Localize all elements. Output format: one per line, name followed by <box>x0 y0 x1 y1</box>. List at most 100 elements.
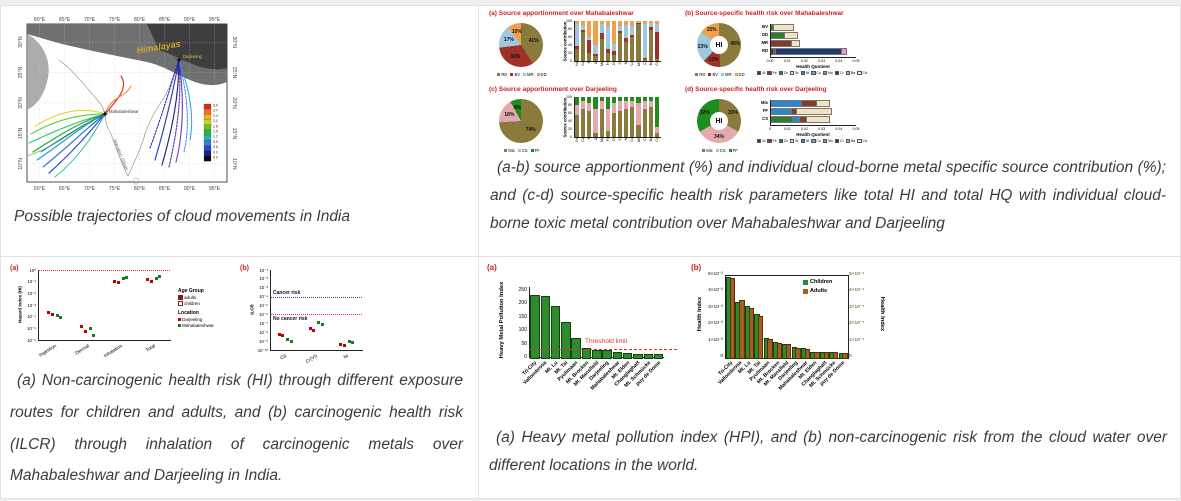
bar-segment <box>587 21 592 37</box>
legend-swatch <box>178 318 181 321</box>
panel-pie-source-mahabaleshwar: (a) Source apportionment over Mahabalesh… <box>489 10 671 82</box>
y-tick: 80 <box>568 27 572 31</box>
legend-item: Sr <box>789 139 799 144</box>
y-axis <box>770 100 771 125</box>
bar-segment <box>587 97 592 103</box>
y-tick: 10⁻⁵ <box>259 303 268 309</box>
bar-segment <box>611 51 616 55</box>
legend-item: Fe <box>767 139 777 144</box>
legend-swatch <box>778 71 784 76</box>
svg-text:0.6: 0.6 <box>213 145 218 149</box>
bar-segment <box>636 24 641 61</box>
x-tick: 0.05 <box>852 127 860 131</box>
cell-world-comparison: (a) Heavy Metal Pollution Index 0 50 100 150 2… <box>479 257 1180 498</box>
y-tick: 10⁻³ <box>259 285 268 291</box>
bar-segment <box>630 101 635 107</box>
bar-segment <box>593 133 598 137</box>
data-point <box>83 330 87 334</box>
data-point <box>312 328 315 332</box>
bar-segment <box>575 49 580 61</box>
legend-item: Cr <box>834 139 844 144</box>
cell-source-apportionment: (a) Source apportionment over Mahabalesh… <box>479 6 1180 256</box>
legend-item: Zn <box>778 71 788 76</box>
pie-slice-label: 49% <box>730 41 741 48</box>
bar-adults <box>786 343 792 359</box>
x-tick: Sr <box>618 61 623 65</box>
y-tick: 10⁻⁷ <box>259 320 268 326</box>
bar-adults <box>795 347 801 359</box>
y-tick: 10⁻³ <box>27 302 36 308</box>
svg-text:2.1: 2.1 <box>213 119 218 123</box>
pie-slice-label: 10% <box>511 29 522 36</box>
bar-segment <box>605 109 610 131</box>
legend-swatch <box>803 279 808 285</box>
legend-swatch <box>715 149 719 152</box>
legend-item: Zn <box>778 139 788 144</box>
y-tick: 10⁻² <box>27 290 36 296</box>
y-tick: 40 <box>568 43 572 47</box>
svg-text:30°N: 30°N <box>231 36 237 48</box>
data-point <box>289 339 293 343</box>
legend-swatch <box>778 139 784 144</box>
y-tick: 10⁻⁶ <box>259 311 268 317</box>
data-point <box>146 278 149 282</box>
bar-segment <box>783 32 798 39</box>
svg-text:80°E: 80°E <box>134 17 146 23</box>
y-tick: 10⁰ <box>29 267 36 273</box>
source-apportionment-figure: (a) Source apportionment over Mahabalesh… <box>489 10 871 158</box>
reference-line-label: Cancer risk <box>273 289 301 296</box>
data-point <box>320 322 324 326</box>
legend-item: CS <box>517 148 528 153</box>
legend-item: Fe <box>767 71 777 76</box>
bar-segment <box>648 97 653 101</box>
y-tick: 0 <box>524 354 527 360</box>
x-tick: Total <box>144 344 157 354</box>
y-tick: 100 <box>566 95 572 99</box>
legend-swatch <box>789 71 795 76</box>
data-point <box>47 310 50 314</box>
bar-segment <box>599 97 604 101</box>
y-tick: 40 <box>568 119 572 123</box>
svg-text:85°E: 85°E <box>159 186 171 192</box>
bar-segment <box>624 97 629 101</box>
svg-text:95°E: 95°E <box>209 186 221 192</box>
row-label: MR <box>761 40 768 45</box>
hq-bars-mahabaleshwar: BV DD MR RD 0.00 0.01 0.02 0.03 0.04 0.05 Health Q… <box>757 20 867 82</box>
svg-text:95°E: 95°E <box>209 17 221 23</box>
svg-text:1.8: 1.8 <box>213 124 218 128</box>
legend-item: Mn <box>822 71 833 76</box>
legend-swatch <box>834 139 840 144</box>
pie-slice-label: 15% <box>706 27 717 34</box>
pie-slice-label: 8% <box>514 105 522 112</box>
threshold-label: Threshold limit <box>585 337 628 345</box>
metal-legend: Al Fe Zn Sr Ni Cu Mn Cr Ba Cd <box>757 139 867 144</box>
row-label: RD <box>761 48 768 53</box>
data-point <box>50 312 54 316</box>
y-tick: 10⁻¹ <box>259 267 268 273</box>
data-point <box>339 343 343 347</box>
plot-frame <box>38 270 171 341</box>
svg-text:2.4: 2.4 <box>213 114 218 118</box>
bar-segment <box>618 21 623 26</box>
bar-segment <box>593 45 598 54</box>
bar-segment <box>618 33 623 61</box>
legend-swatch <box>497 73 501 76</box>
bar-adults <box>739 299 745 359</box>
y-tick: 10⁻¹ <box>27 279 36 285</box>
svg-text:1.5: 1.5 <box>213 130 218 134</box>
bar-segment <box>770 100 803 107</box>
x-tick: Mn <box>636 137 641 142</box>
x-tick: Na <box>575 61 580 66</box>
x-axis-label: Health Quotient <box>796 132 830 137</box>
bar-segment <box>599 39 604 61</box>
x-tick: K <box>587 137 592 140</box>
legend-item: adults <box>178 295 196 300</box>
panel-label: (a) <box>487 263 497 272</box>
y-tick-right: 2×10⁻⁴ <box>849 321 865 327</box>
x-tick: Cu <box>630 137 635 142</box>
pie-slice-label: 17% <box>503 36 514 43</box>
svg-text:60°E: 60°E <box>34 17 46 23</box>
bar-segment <box>624 25 629 38</box>
legend: Mix CS FF <box>687 148 753 153</box>
y-axis-label-right: Health Index <box>879 296 885 332</box>
